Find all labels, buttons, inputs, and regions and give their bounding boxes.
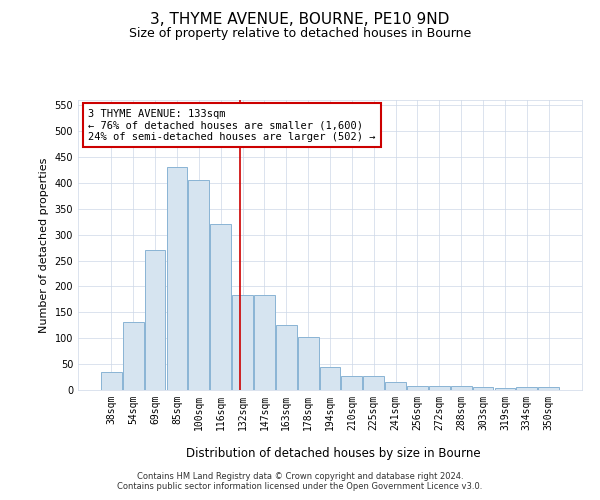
Bar [385,382,406,390]
Bar [473,388,493,390]
Bar [538,388,559,390]
Text: Contains public sector information licensed under the Open Government Licence v3: Contains public sector information licen… [118,482,482,491]
Text: Contains HM Land Registry data © Crown copyright and database right 2024.: Contains HM Land Registry data © Crown c… [137,472,463,481]
Bar [101,372,122,390]
Bar [254,295,275,390]
Bar [429,386,450,390]
Bar [407,386,428,390]
Bar [364,376,384,390]
Y-axis label: Number of detached properties: Number of detached properties [39,158,49,332]
Bar [232,295,253,390]
Text: 3, THYME AVENUE, BOURNE, PE10 9ND: 3, THYME AVENUE, BOURNE, PE10 9ND [151,12,449,28]
Bar [517,388,537,390]
Bar [188,180,209,390]
Bar [341,376,362,390]
Bar [451,386,472,390]
Bar [494,388,515,390]
Text: Distribution of detached houses by size in Bourne: Distribution of detached houses by size … [185,448,481,460]
Text: 3 THYME AVENUE: 133sqm
← 76% of detached houses are smaller (1,600)
24% of semi-: 3 THYME AVENUE: 133sqm ← 76% of detached… [88,108,376,142]
Bar [210,224,231,390]
Text: Size of property relative to detached houses in Bourne: Size of property relative to detached ho… [129,28,471,40]
Bar [145,250,166,390]
Bar [123,322,143,390]
Bar [298,336,319,390]
Bar [320,366,340,390]
Bar [167,168,187,390]
Bar [276,326,296,390]
